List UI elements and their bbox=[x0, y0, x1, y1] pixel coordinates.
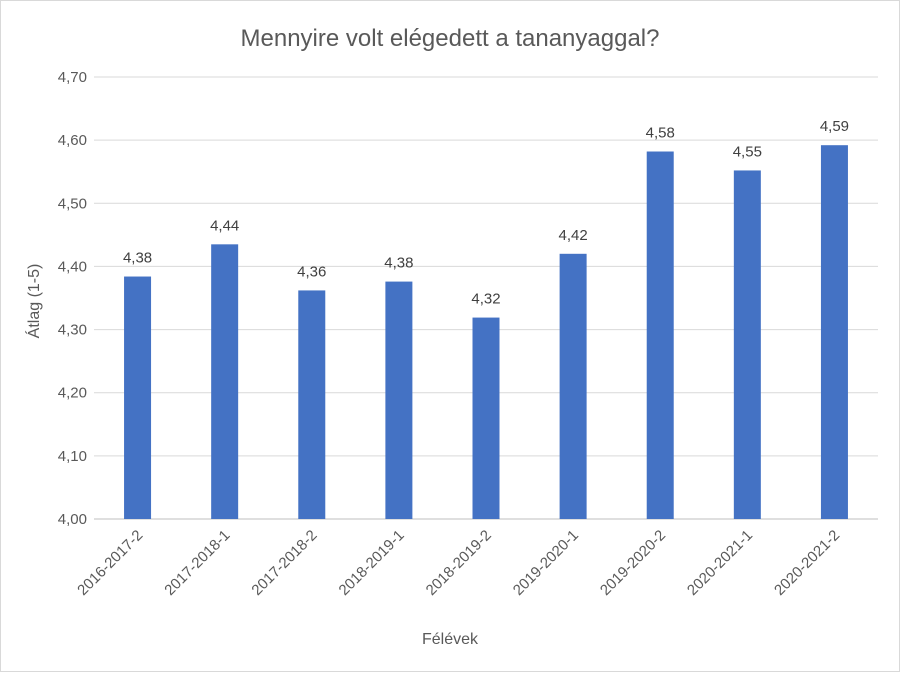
y-axis-ticks: 4,00 4,10 4,20 4,30 4,40 4,50 4,60 4,70 bbox=[58, 69, 87, 528]
bar bbox=[733, 170, 761, 520]
data-label: 4,58 bbox=[646, 125, 675, 142]
data-label: 4,38 bbox=[384, 255, 413, 272]
y-tick-label: 4,40 bbox=[58, 258, 87, 275]
x-tick-label: 2020-2021-2 bbox=[771, 527, 843, 599]
y-tick-label: 4,30 bbox=[58, 322, 87, 339]
x-axis-title: Félévek bbox=[422, 631, 479, 648]
x-tick-label: 2016-2017-2 bbox=[74, 527, 146, 599]
y-axis-title: Átlag (1-5) bbox=[24, 264, 43, 339]
x-tick-label: 2017-2018-2 bbox=[248, 527, 320, 599]
bar bbox=[385, 281, 413, 519]
bar bbox=[472, 317, 500, 519]
bar bbox=[559, 253, 587, 520]
x-tick-label: 2017-2018-1 bbox=[161, 527, 233, 599]
data-labels: 4,38 4,44 4,36 4,38 4,32 4,42 4,58 4,55 4,59 bbox=[123, 118, 849, 307]
y-tick-label: 4,10 bbox=[58, 448, 87, 465]
x-tick-label: 2018-2019-1 bbox=[336, 527, 408, 599]
y-tick-label: 4,20 bbox=[58, 385, 87, 402]
chart-title: Mennyire volt elégedett a tananyaggal? bbox=[241, 25, 660, 52]
y-tick-label: 4,50 bbox=[58, 195, 87, 212]
x-axis-ticks: 2016-2017-2 2017-2018-1 2017-2018-2 2018-20… bbox=[74, 527, 843, 599]
x-tick-label: 2018-2019-2 bbox=[423, 527, 495, 599]
x-tick-label: 2019-2020-2 bbox=[597, 527, 669, 599]
data-label: 4,44 bbox=[210, 217, 239, 234]
bar bbox=[124, 276, 152, 519]
data-label: 4,36 bbox=[297, 263, 326, 280]
bar bbox=[646, 151, 674, 519]
y-tick-label: 4,00 bbox=[58, 511, 87, 528]
bar bbox=[820, 145, 848, 520]
bar bbox=[211, 244, 239, 520]
x-tick-label: 2019-2020-1 bbox=[510, 527, 582, 599]
y-tick-label: 4,60 bbox=[58, 132, 87, 149]
data-label: 4,59 bbox=[820, 118, 849, 135]
y-tick-label: 4,70 bbox=[58, 69, 87, 86]
data-label: 4,32 bbox=[471, 291, 500, 308]
data-label: 4,42 bbox=[559, 227, 588, 244]
bars bbox=[124, 145, 848, 520]
data-label: 4,38 bbox=[123, 250, 152, 267]
data-label: 4,55 bbox=[733, 143, 762, 160]
x-tick-label: 2020-2021-1 bbox=[684, 527, 756, 599]
bar bbox=[298, 290, 326, 519]
